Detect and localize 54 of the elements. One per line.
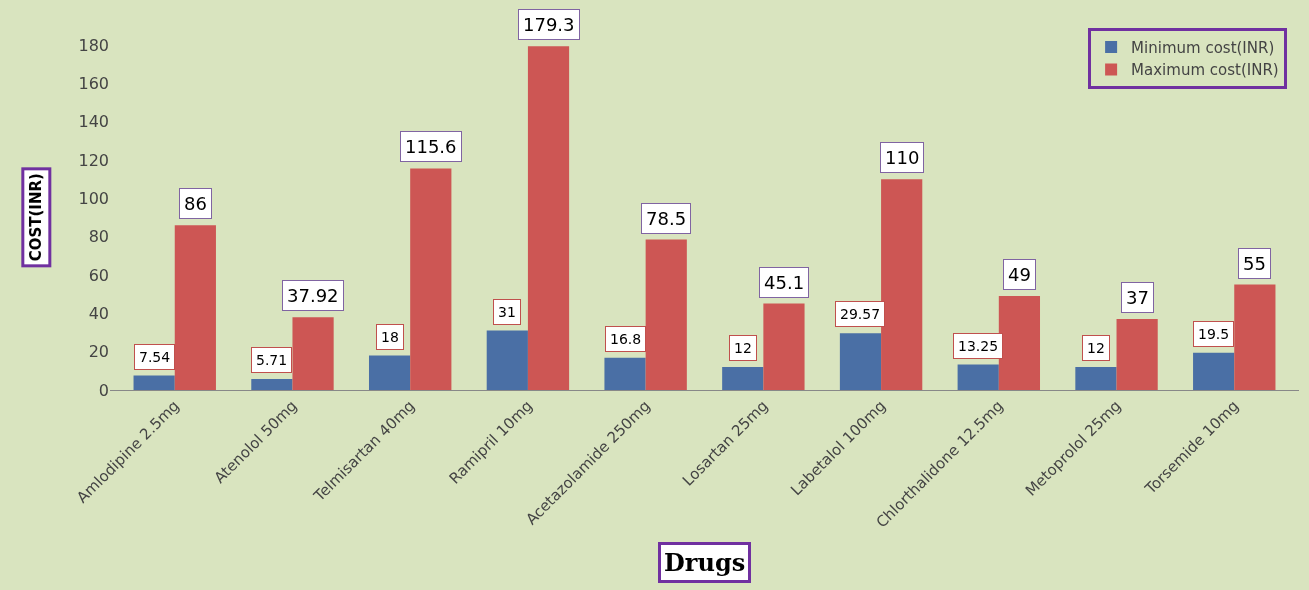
bar	[604, 357, 646, 390]
data-label: 19.5	[1198, 326, 1230, 342]
y-tick-label: 180	[78, 35, 109, 55]
y-tick-label: 100	[78, 188, 109, 208]
y-tick-label: 0	[98, 380, 109, 400]
bar	[527, 46, 570, 390]
bar	[410, 168, 452, 390]
bar	[133, 375, 175, 390]
data-label: 12	[1087, 340, 1105, 356]
bar	[1234, 284, 1276, 390]
bar	[292, 317, 334, 390]
data-label: 5.71	[256, 352, 288, 368]
y-tick-label: 160	[78, 73, 109, 93]
bar	[998, 296, 1041, 390]
y-tick-label: 40	[88, 303, 109, 323]
data-label: 29.57	[840, 306, 881, 322]
bar	[1193, 352, 1235, 390]
bar	[486, 330, 528, 390]
data-label: 16.8	[610, 331, 642, 347]
y-axis-title: COST(INR)	[27, 173, 46, 262]
data-label: 78.5	[646, 208, 687, 229]
data-label: 31	[498, 304, 516, 320]
bar	[881, 179, 923, 390]
data-label: 115.6	[405, 136, 457, 157]
data-label: 7.54	[139, 349, 171, 365]
data-label: 110	[885, 147, 920, 168]
data-label: 45.1	[764, 272, 805, 293]
legend-label: Maximum cost(INR)	[1131, 61, 1279, 80]
data-label: 55	[1243, 253, 1266, 274]
bar	[839, 333, 882, 390]
legend-label: Minimum cost(INR)	[1131, 38, 1275, 57]
data-label: 86	[184, 193, 207, 214]
data-label: 12	[734, 340, 752, 356]
y-tick-label: 80	[88, 227, 109, 247]
y-tick-label: 120	[78, 150, 109, 170]
bar	[368, 355, 411, 390]
bar	[174, 225, 216, 390]
data-label: 18	[381, 329, 399, 345]
data-label: 37	[1126, 287, 1149, 308]
y-tick-label: 20	[88, 342, 109, 362]
bar	[645, 239, 687, 390]
bar	[1116, 319, 1158, 390]
data-label: 179.3	[523, 14, 575, 35]
bar	[251, 379, 293, 390]
data-label: 49	[1008, 264, 1031, 285]
data-label: 13.25	[958, 338, 999, 354]
bar	[957, 364, 999, 390]
data-label: 37.92	[287, 285, 339, 306]
x-axis-title: Drugs	[664, 548, 746, 577]
y-tick-label: 60	[88, 265, 109, 285]
y-tick-label: 140	[78, 112, 109, 132]
bar	[722, 367, 764, 390]
bar	[1075, 367, 1117, 390]
bar	[763, 303, 805, 390]
